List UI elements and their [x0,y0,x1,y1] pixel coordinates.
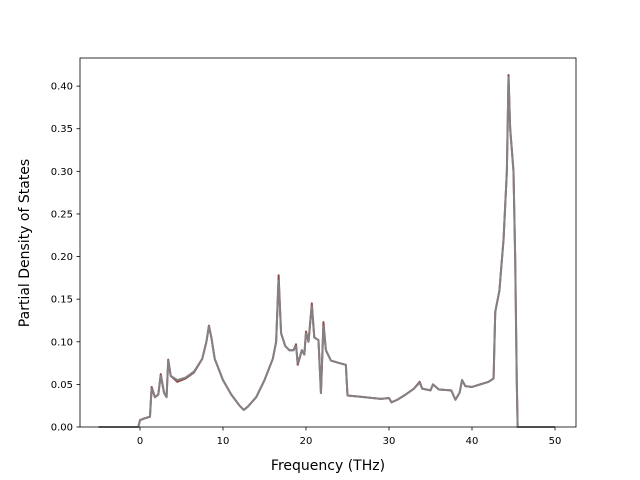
x-axis-label: Frequency (THz) [271,458,385,474]
x-tick-label: 0 [137,436,143,447]
y-tick-label: 0.35 [51,124,73,135]
y-tick-label: 0.00 [51,423,73,434]
y-tick-label: 0.05 [51,380,73,391]
x-tick-label: 40 [466,436,479,447]
series-line [98,76,555,428]
x-tick-label: 20 [300,436,313,447]
x-tick-label: 10 [217,436,230,447]
y-tick-label: 0.40 [51,82,73,93]
y-axis-label: Partial Density of States [17,159,33,327]
y-tick-label: 0.30 [51,167,73,178]
y-tick-label: 0.25 [51,209,73,220]
x-tick-label: 30 [383,436,396,447]
plot-frame [79,57,577,428]
y-tick-label: 0.10 [51,337,73,348]
x-tick-label: 50 [549,436,562,447]
y-tick-label: 0.20 [51,252,73,263]
y-tick-label: 0.15 [51,295,73,306]
